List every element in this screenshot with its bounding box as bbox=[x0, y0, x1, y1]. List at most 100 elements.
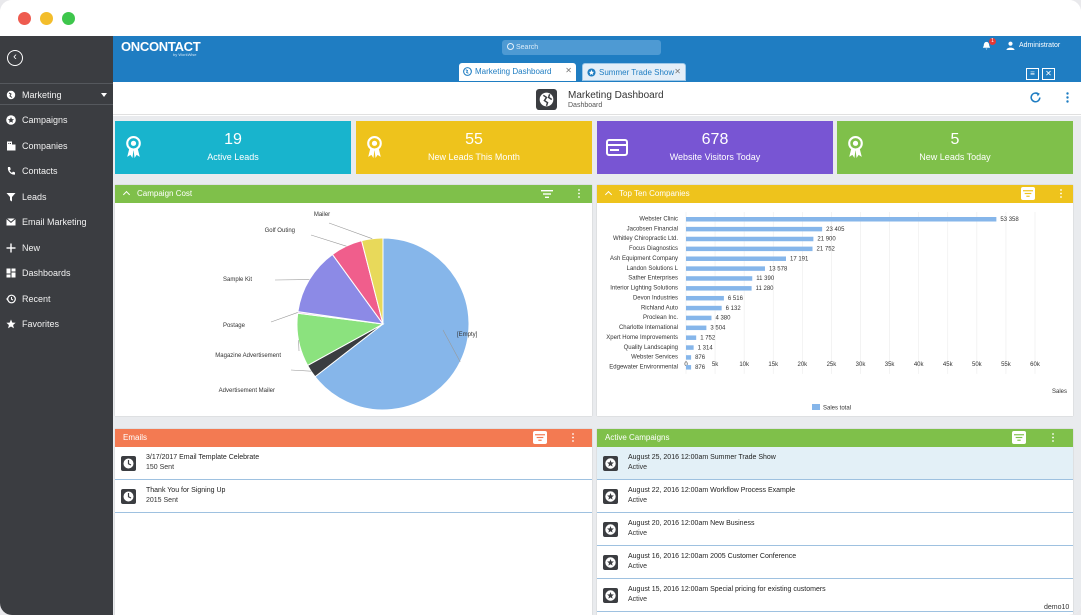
pie-slice[interactable] bbox=[314, 237, 470, 411]
bar-value-label: 23 405 bbox=[826, 227, 845, 233]
more-options-icon[interactable] bbox=[572, 433, 574, 442]
sidebar-item-favorites[interactable]: Favorites bbox=[0, 313, 113, 335]
kpi-card-new-leads-today[interactable]: 5 New Leads Today bbox=[837, 121, 1073, 174]
close-tab-icon[interactable]: ✕ bbox=[674, 67, 681, 76]
user-menu[interactable]: Administrator bbox=[1006, 40, 1060, 51]
sidebar-item-campaigns[interactable]: Campaigns bbox=[0, 109, 113, 131]
page-title: Marketing Dashboard bbox=[568, 90, 664, 101]
close-window-button[interactable] bbox=[18, 12, 31, 25]
bar[interactable] bbox=[686, 286, 752, 291]
campaign-row[interactable]: August 22, 2016 12:00am Workflow Process… bbox=[597, 480, 1073, 513]
sidebar-item-recent[interactable]: Recent bbox=[0, 288, 113, 310]
filter-button[interactable] bbox=[1012, 431, 1026, 444]
minimize-window-button[interactable] bbox=[40, 12, 53, 25]
sidebar-item-leads[interactable]: Leads bbox=[0, 186, 113, 208]
page-header: Marketing Dashboard Dashboard bbox=[113, 82, 1081, 115]
kpi-value: 678 bbox=[701, 131, 729, 148]
bar[interactable] bbox=[686, 276, 753, 281]
campaign-row[interactable]: August 15, 2016 12:00am Special pricing … bbox=[597, 579, 1073, 612]
x-tick-label: 30k bbox=[856, 362, 867, 368]
globe-icon bbox=[6, 90, 16, 100]
bar[interactable] bbox=[686, 217, 997, 222]
pie-slice-label: Magazine Advertisement bbox=[215, 353, 281, 359]
bar[interactable] bbox=[686, 295, 724, 301]
bar-value-label: 6 516 bbox=[728, 296, 744, 302]
kpi-card-website-visitors[interactable]: 678 Website Visitors Today bbox=[597, 121, 833, 174]
email-row[interactable]: Thank You for Signing Up 2015 Sent bbox=[115, 480, 592, 513]
sidebar-item-new[interactable]: New bbox=[0, 237, 113, 259]
legend-label[interactable]: Sales total bbox=[823, 406, 851, 412]
x-tick-label: 5k bbox=[712, 362, 719, 368]
panel-header: Campaign Cost bbox=[115, 185, 592, 203]
x-tick-label: 60k bbox=[1030, 362, 1041, 368]
dropdown-caret-icon[interactable] bbox=[101, 93, 107, 97]
bell-icon[interactable] bbox=[982, 41, 991, 50]
list-view-icon[interactable]: ≡ bbox=[1026, 68, 1039, 80]
sidebar-item-contacts[interactable]: Contacts bbox=[0, 160, 113, 182]
pie-slice[interactable] bbox=[361, 237, 384, 325]
kpi-label: New Leads Today bbox=[919, 152, 991, 162]
bar[interactable] bbox=[686, 236, 814, 242]
pie-slice-label: Postage bbox=[223, 323, 246, 329]
bar[interactable] bbox=[686, 256, 786, 261]
bar[interactable] bbox=[686, 365, 692, 370]
star-badge-icon bbox=[603, 588, 618, 603]
top-bar: ONCONTACT by WorkWise Search 1 Administr… bbox=[113, 36, 1081, 82]
campaign-row[interactable]: August 20, 2016 12:00am New Business Acti… bbox=[597, 513, 1073, 546]
category-label: Charlotte International bbox=[619, 325, 678, 331]
filter-button[interactable] bbox=[533, 431, 547, 444]
filter-button[interactable] bbox=[1021, 187, 1035, 200]
bar[interactable] bbox=[686, 325, 707, 331]
bar[interactable] bbox=[686, 315, 712, 321]
envelope-icon bbox=[6, 218, 16, 226]
campaign-title: August 15, 2016 12:00am Special pricing … bbox=[628, 586, 826, 593]
refresh-icon[interactable] bbox=[1029, 91, 1042, 104]
tab-marketing-dashboard[interactable]: Marketing Dashboard ✕ bbox=[459, 63, 576, 81]
pie-label-leader bbox=[310, 234, 347, 247]
bar[interactable] bbox=[686, 345, 694, 350]
close-all-icon[interactable]: ✕ bbox=[1042, 68, 1055, 80]
sidebar-item-dashboards[interactable]: Dashboards bbox=[0, 262, 113, 284]
bar-value-label: 4 380 bbox=[715, 316, 731, 322]
bar[interactable] bbox=[686, 246, 813, 252]
pie-slice[interactable] bbox=[297, 253, 385, 325]
tab-summer-trade-show[interactable]: Summer Trade Show ✕ bbox=[582, 63, 686, 81]
search-input[interactable]: Search bbox=[502, 40, 661, 55]
bar[interactable] bbox=[686, 355, 692, 360]
bar[interactable] bbox=[686, 226, 823, 232]
dashboard-content: 19 Active Leads 55 New Leads This Month … bbox=[113, 116, 1081, 615]
bar[interactable] bbox=[686, 266, 765, 271]
collapse-chevron-icon[interactable] bbox=[604, 190, 613, 199]
collapse-chevron-icon[interactable] bbox=[122, 190, 131, 199]
filter-icon[interactable] bbox=[541, 189, 553, 199]
bar-value-label: 1 752 bbox=[700, 335, 716, 341]
more-options-icon[interactable] bbox=[1060, 189, 1062, 198]
x-tick-label: 55k bbox=[1001, 362, 1012, 368]
close-tab-icon[interactable]: ✕ bbox=[565, 66, 572, 75]
star-icon bbox=[6, 319, 16, 329]
more-options-icon[interactable] bbox=[1052, 433, 1054, 442]
bar[interactable] bbox=[686, 305, 722, 311]
email-row[interactable]: 3/17/2017 Email Template Celebrate 150 Se… bbox=[115, 447, 592, 480]
kpi-value: 55 bbox=[465, 131, 483, 148]
bar-value-label: 21 900 bbox=[817, 237, 836, 243]
sidebar-item-email-marketing[interactable]: Email Marketing bbox=[0, 211, 113, 233]
sidebar: ‹ Marketing Campaigns Companies Contacts Lea… bbox=[0, 36, 113, 615]
x-tick-label: 0 bbox=[684, 362, 688, 368]
back-arrow-icon[interactable]: ‹ bbox=[7, 50, 23, 66]
category-label: Focus Diagnostics bbox=[629, 246, 678, 252]
bar[interactable] bbox=[686, 335, 697, 340]
more-options-icon[interactable] bbox=[578, 189, 580, 198]
sidebar-item-companies[interactable]: Companies bbox=[0, 135, 113, 157]
pie-slice-label: Golf Outing bbox=[265, 228, 295, 234]
campaign-row[interactable]: August 25, 2016 12:00am Summer Trade Sho… bbox=[597, 447, 1073, 480]
award-icon bbox=[367, 136, 382, 158]
kpi-card-new-leads-month[interactable]: 55 New Leads This Month bbox=[356, 121, 592, 174]
maximize-window-button[interactable] bbox=[62, 12, 75, 25]
category-label: Jacobsen Financial bbox=[627, 226, 678, 232]
sidebar-item-marketing[interactable]: Marketing bbox=[0, 83, 113, 105]
campaign-row[interactable]: August 16, 2016 12:00am 2005 Customer Co… bbox=[597, 546, 1073, 579]
more-options-icon[interactable] bbox=[1066, 92, 1069, 103]
kpi-card-active-leads[interactable]: 19 Active Leads bbox=[115, 121, 351, 174]
